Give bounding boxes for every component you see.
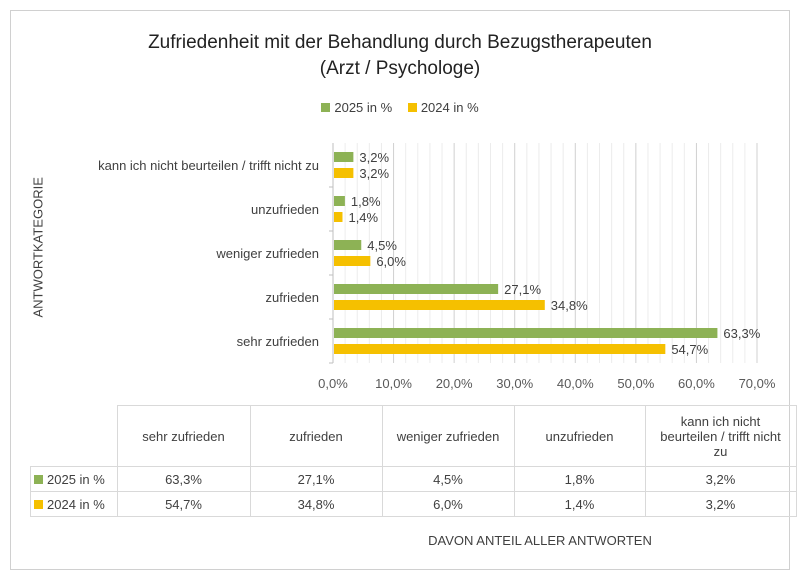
bar xyxy=(334,256,371,266)
data-label: 34,8% xyxy=(551,298,588,313)
bar xyxy=(334,284,499,294)
title-text: Zufriedenheit mit der Behandlung durch B… xyxy=(148,32,652,53)
category-label: unzufrieden xyxy=(251,202,319,217)
table-header-row: sehr zufrieden zufrieden weniger zufried… xyxy=(30,405,797,467)
x-tick-label: 20,0% xyxy=(436,376,473,391)
table-row: 2025 in % 63,3% 27,1% 4,5% 1,8% 3,2% xyxy=(30,466,797,492)
x-tick-label: 50,0% xyxy=(617,376,654,391)
row-label-text: 2025 in % xyxy=(47,471,105,487)
table-cell: 63,3% xyxy=(116,466,251,492)
subtitle-text: (Arzt / Psychologe) xyxy=(319,58,481,79)
chart-title: Zufriedenheit mit der Behandlung durch B… xyxy=(0,30,800,82)
row-label: 2025 in % xyxy=(30,466,118,492)
table-header: zufrieden xyxy=(249,405,383,467)
legend: 2025 in % 2024 in % xyxy=(0,100,800,115)
table-corner xyxy=(30,405,118,467)
legend-swatch xyxy=(34,499,43,509)
x-tick-label: 10,0% xyxy=(375,376,412,391)
bar xyxy=(334,344,666,354)
table-cell: 34,8% xyxy=(249,491,383,517)
x-tick-label: 30,0% xyxy=(496,376,533,391)
table-row: 2024 in % 54,7% 34,8% 6,0% 1,4% 3,2% xyxy=(30,491,797,517)
row-label-text: 2024 in % xyxy=(47,496,105,512)
data-table: sehr zufrieden zufrieden weniger zufried… xyxy=(30,405,797,517)
table-cell: 4,5% xyxy=(381,466,515,492)
data-label: 63,3% xyxy=(723,326,760,341)
data-label: 27,1% xyxy=(504,282,541,297)
data-label: 3,2% xyxy=(359,150,389,165)
row-label: 2024 in % xyxy=(30,491,118,517)
table-header: sehr zufrieden xyxy=(116,405,251,467)
table-cell: 6,0% xyxy=(381,491,515,517)
legend-label: 2025 in % xyxy=(334,100,393,115)
x-axis-title: DAVON ANTEIL ALLER ANTWORTEN xyxy=(428,533,652,548)
bar xyxy=(334,168,354,178)
table-cell: 3,2% xyxy=(644,466,797,492)
table-header: weniger zufrieden xyxy=(381,405,515,467)
legend-label: 2024 in % xyxy=(420,100,479,115)
table-cell: 1,4% xyxy=(513,491,646,517)
x-tick-label: 60,0% xyxy=(678,376,715,391)
data-label: 3,2% xyxy=(359,166,389,181)
table-header: kann ich nicht beurteilen / trifft nicht… xyxy=(644,405,797,467)
legend-swatch xyxy=(34,474,43,484)
bar xyxy=(334,152,354,162)
bar xyxy=(334,196,345,206)
bar xyxy=(334,300,545,310)
bar xyxy=(334,212,343,222)
category-label: weniger zufrieden xyxy=(215,246,319,261)
legend-item-2024: 2024 in % xyxy=(407,100,479,115)
data-label: 1,4% xyxy=(348,210,378,225)
bar xyxy=(334,240,362,250)
legend-item-2025: 2025 in % xyxy=(321,100,392,115)
legend-swatch xyxy=(321,103,331,112)
x-tick-label: 40,0% xyxy=(557,376,594,391)
data-label: 6,0% xyxy=(376,254,406,269)
data-label: 1,8% xyxy=(351,194,381,209)
data-label: 54,7% xyxy=(671,342,708,357)
x-tick-label: 0,0% xyxy=(318,376,348,391)
bar xyxy=(334,328,718,338)
table-cell: 27,1% xyxy=(249,466,383,492)
x-tick-label: 70,0% xyxy=(739,376,776,391)
category-label: sehr zufrieden xyxy=(237,334,319,349)
table-cell: 1,8% xyxy=(513,466,646,492)
legend-swatch xyxy=(407,103,417,112)
table-cell: 54,7% xyxy=(116,491,251,517)
table-header: unzufrieden xyxy=(513,405,646,467)
table-cell: 3,2% xyxy=(644,491,797,517)
chart-frame xyxy=(10,10,790,570)
data-label: 4,5% xyxy=(367,238,397,253)
category-label: kann ich nicht beurteilen / trifft nicht… xyxy=(98,158,319,173)
category-label: zufrieden xyxy=(266,290,319,305)
